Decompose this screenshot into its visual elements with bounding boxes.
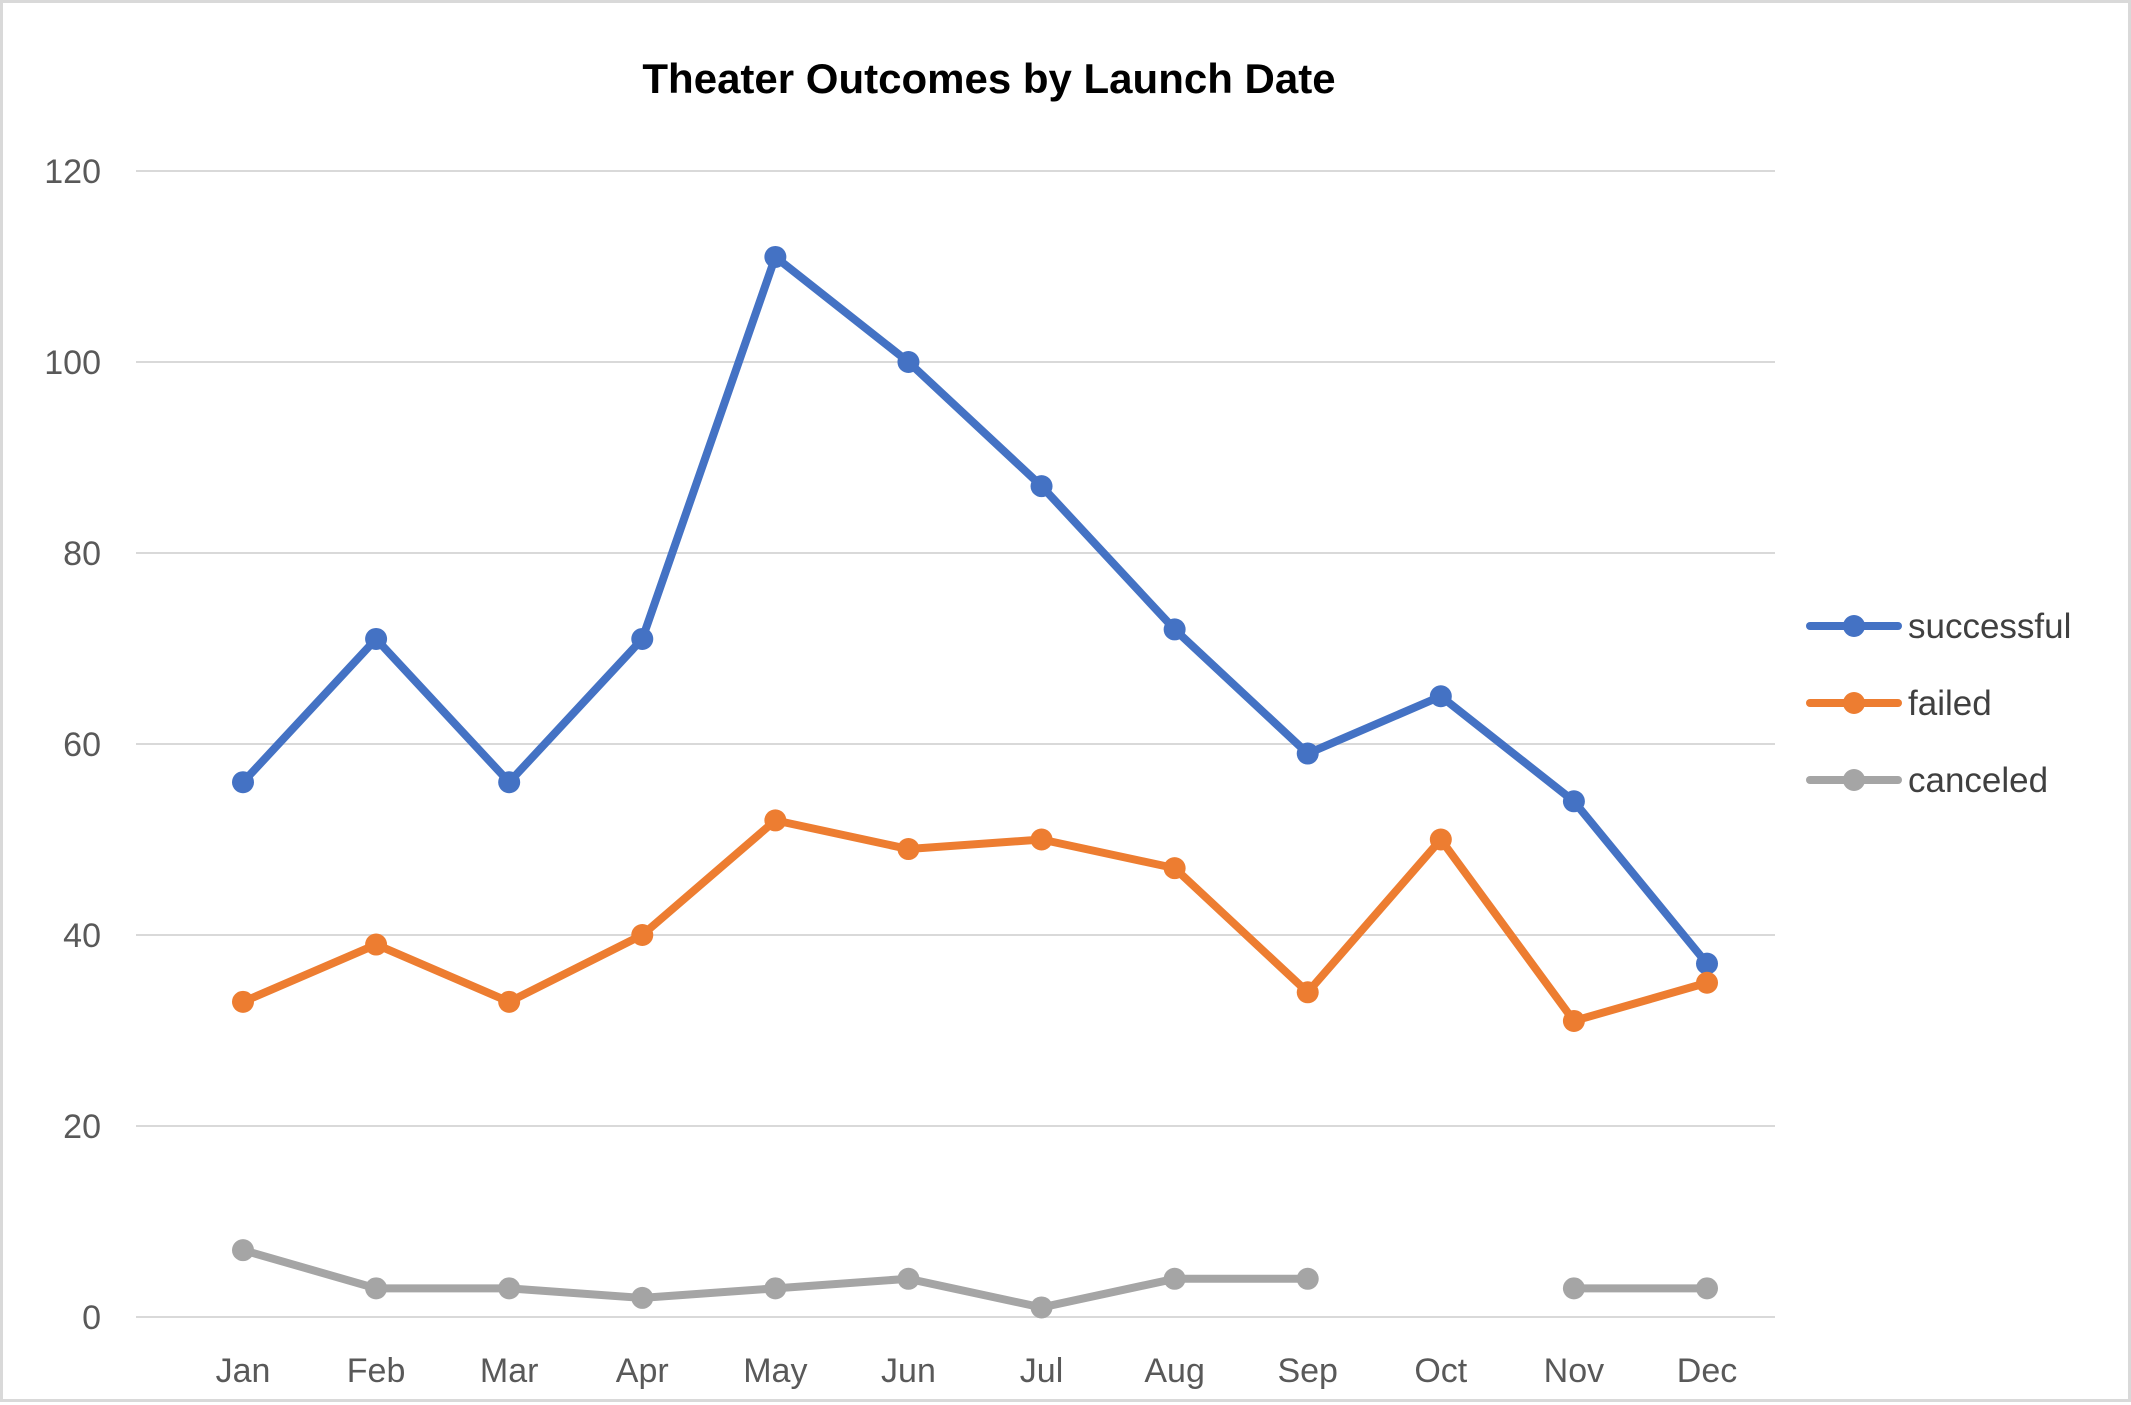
x-tick-label: Feb bbox=[347, 1352, 406, 1390]
gridlines bbox=[136, 170, 1775, 1318]
data-point bbox=[498, 771, 521, 794]
y-axis-ticks: 0 20 40 60 80 100 120 bbox=[44, 153, 101, 1337]
series-successful bbox=[232, 245, 1718, 975]
y-tick-label: 0 bbox=[82, 1299, 101, 1337]
chart-title: Theater Outcomes by Launch Date bbox=[642, 55, 1335, 102]
x-tick-label: Oct bbox=[1414, 1352, 1467, 1390]
y-tick-label: 80 bbox=[63, 535, 101, 573]
x-tick-label: Jun bbox=[881, 1352, 936, 1390]
data-point bbox=[1030, 1296, 1053, 1319]
data-point bbox=[498, 990, 521, 1013]
x-tick-label: Jan bbox=[216, 1352, 271, 1390]
data-point bbox=[764, 809, 787, 832]
data-point bbox=[1163, 1267, 1186, 1290]
data-point bbox=[1429, 828, 1452, 851]
data-point bbox=[897, 838, 920, 861]
legend: successful failed canceled bbox=[1806, 607, 2071, 800]
y-tick-label: 100 bbox=[44, 344, 101, 382]
x-tick-label: Aug bbox=[1144, 1352, 1205, 1390]
series-line bbox=[239, 816, 1711, 1025]
data-point bbox=[365, 933, 388, 956]
legend-item-successful: successful bbox=[1806, 607, 2071, 646]
series-failed bbox=[232, 809, 1718, 1032]
data-point bbox=[1429, 685, 1452, 708]
x-tick-label: Mar bbox=[480, 1352, 539, 1390]
legend-label: canceled bbox=[1908, 761, 2048, 800]
data-point bbox=[897, 351, 920, 373]
x-tick-label: May bbox=[743, 1352, 807, 1390]
legend-label: successful bbox=[1908, 607, 2071, 646]
legend-swatch-marker bbox=[1843, 615, 1865, 637]
y-tick-label: 60 bbox=[63, 726, 101, 764]
data-point bbox=[1562, 1277, 1585, 1300]
x-tick-label: Dec bbox=[1677, 1352, 1737, 1390]
data-point bbox=[764, 1277, 787, 1300]
data-point bbox=[1296, 1267, 1319, 1290]
legend-swatch-marker bbox=[1843, 692, 1865, 714]
y-tick-label: 120 bbox=[44, 153, 101, 191]
data-point bbox=[631, 1286, 654, 1309]
data-point bbox=[1296, 981, 1319, 1004]
data-point bbox=[232, 990, 254, 1013]
data-point bbox=[1030, 828, 1053, 851]
y-tick-label: 40 bbox=[63, 917, 101, 955]
data-point bbox=[232, 1239, 254, 1262]
legend-swatch-marker bbox=[1843, 769, 1865, 791]
line-chart: Theater Outcomes by Launch Date 0 20 40 60 8… bbox=[44, 55, 2071, 1390]
legend-item-failed: failed bbox=[1806, 684, 1992, 723]
data-point bbox=[764, 245, 787, 268]
data-point bbox=[232, 771, 254, 794]
data-point bbox=[631, 924, 654, 946]
data-point bbox=[1562, 1009, 1585, 1032]
series-layer bbox=[232, 245, 1718, 1319]
data-point bbox=[1030, 475, 1053, 498]
x-tick-label: Nov bbox=[1544, 1352, 1604, 1390]
x-tick-label: Apr bbox=[616, 1352, 669, 1390]
data-point bbox=[365, 627, 388, 650]
data-point bbox=[498, 1277, 521, 1300]
data-point bbox=[1696, 952, 1718, 975]
data-point bbox=[1296, 742, 1319, 765]
data-point bbox=[365, 1277, 388, 1300]
series-line bbox=[239, 252, 1711, 968]
legend-label: failed bbox=[1908, 684, 1992, 723]
data-point bbox=[1163, 857, 1186, 880]
data-point bbox=[897, 1267, 920, 1290]
data-point bbox=[1562, 790, 1585, 813]
legend-item-canceled: canceled bbox=[1806, 761, 2048, 800]
x-tick-label: Jul bbox=[1020, 1352, 1063, 1390]
x-axis-ticks: Jan Feb Mar Apr May Jun Jul Aug Sep Oct Nov Dec bbox=[216, 1352, 1738, 1390]
series-canceled bbox=[232, 1239, 1718, 1319]
data-point bbox=[1696, 971, 1718, 994]
data-point bbox=[631, 627, 654, 650]
x-tick-label: Sep bbox=[1277, 1352, 1338, 1390]
data-point bbox=[1163, 618, 1186, 641]
y-tick-label: 20 bbox=[63, 1108, 101, 1146]
data-point bbox=[1696, 1277, 1718, 1300]
